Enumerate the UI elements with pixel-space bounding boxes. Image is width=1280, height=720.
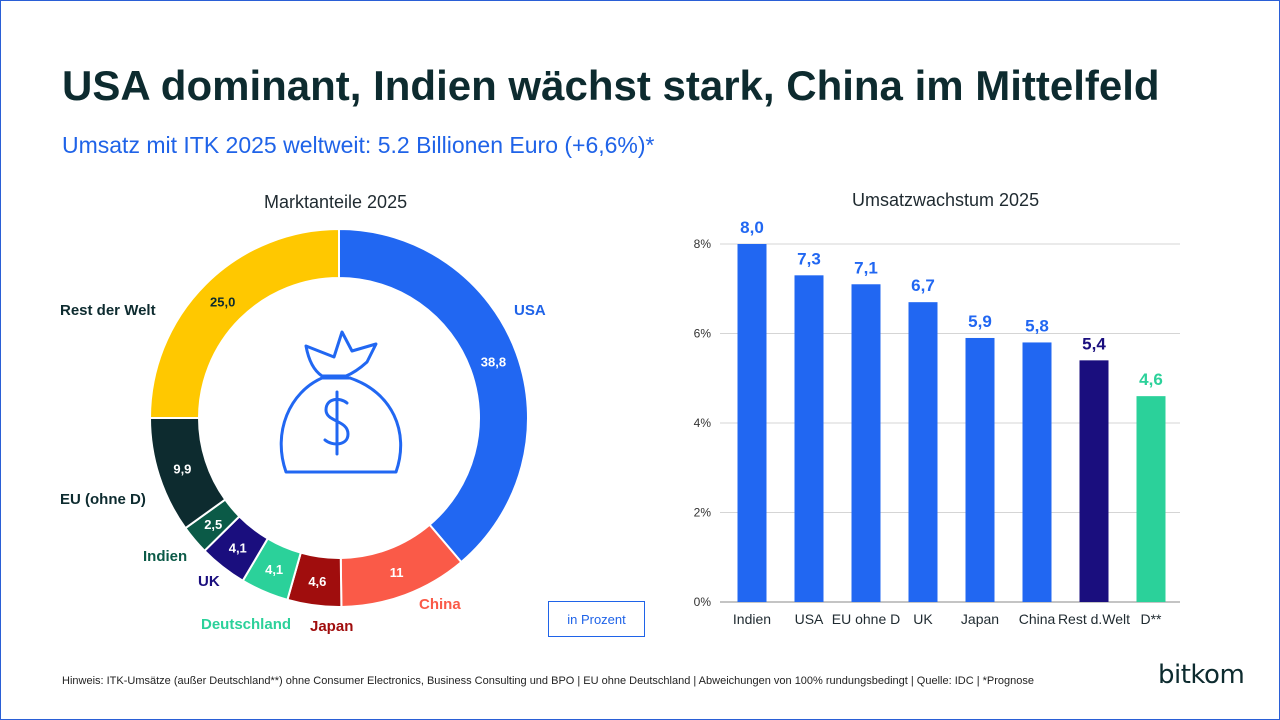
bar-value-label-china: 5,8 [1025, 316, 1049, 335]
donut-value-label-eu-ohne-d: 9,9 [173, 461, 191, 476]
bar-value-label-rest-d-welt: 5,4 [1082, 334, 1106, 353]
bar-value-label-japan: 5,9 [968, 312, 992, 331]
donut-value-label-uk: 4,1 [229, 541, 247, 556]
y-tick-label: 0% [694, 595, 712, 609]
bar-indien [737, 244, 767, 602]
bar-eu-ohne-d [851, 284, 881, 602]
donut-category-label-eu-ohne-d: EU (ohne D) [60, 491, 146, 508]
bar-value-label-eu-ohne-d: 7,1 [854, 258, 878, 277]
x-tick-label-japan: Japan [961, 611, 999, 627]
bar-value-label-usa: 7,3 [797, 249, 821, 268]
money-bag-dollar-icon [279, 330, 403, 474]
bar-japan [965, 337, 995, 602]
y-tick-label: 4% [694, 416, 712, 430]
bar-chart-title: Umsatzwachstum 2025 [852, 190, 1040, 210]
y-tick-label: 2% [694, 506, 712, 520]
page-title: USA dominant, Indien wächst stark, China… [62, 62, 1160, 109]
unit-badge: in Prozent [548, 601, 645, 637]
y-tick-label: 8% [694, 237, 712, 251]
brand-logo: bitkom [1158, 660, 1245, 690]
x-tick-label-eu-ohne-d: EU ohne D [832, 611, 900, 627]
bar-uk [908, 302, 938, 602]
bar-value-label-uk: 6,7 [911, 276, 935, 295]
y-tick-label: 6% [694, 327, 712, 341]
donut-value-label-china: 11 [390, 565, 404, 580]
x-tick-label-uk: UK [913, 611, 933, 627]
donut-value-label-rest-der-welt: 25,0 [210, 295, 235, 310]
footnote: Hinweis: ITK-Umsätze (außer Deutschland*… [62, 675, 1035, 687]
donut-category-label-japan: Japan [310, 618, 353, 635]
bar-usa [794, 275, 824, 602]
donut-slice-usa [338, 227, 529, 564]
donut-slice-rest-der-welt [148, 227, 340, 419]
x-tick-label-indien: Indien [733, 611, 771, 627]
donut-chart-title: Marktanteile 2025 [264, 192, 408, 212]
donut-value-label-japan: 4,6 [308, 574, 326, 589]
x-tick-label-rest-d-welt: Rest d.Welt [1058, 611, 1130, 627]
donut-category-label-deutschland: Deutschland [201, 616, 291, 633]
x-tick-label-d: D** [1140, 611, 1162, 627]
donut-chart: 38,8 USA 11 China 4,6 Japan 4,1 Deutschland 4,1 U… [60, 227, 546, 635]
bar-value-label-d: 4,6 [1139, 370, 1163, 389]
x-tick-label-usa: USA [795, 611, 824, 627]
page-subtitle: Umsatz mit ITK 2025 weltweit: 5.2 Billio… [62, 132, 655, 158]
donut-category-label-indien: Indien [143, 548, 187, 565]
donut-value-label-indien: 2,5 [204, 517, 222, 532]
bar-value-label-indien: 8,0 [740, 218, 764, 237]
x-tick-label-china: China [1019, 611, 1056, 627]
donut-category-label-usa: USA [514, 302, 546, 319]
donut-category-label-uk: UK [198, 573, 220, 590]
bar-d [1136, 396, 1166, 602]
donut-value-label-deutschland: 4,1 [265, 562, 283, 577]
bar-chart: 8,0 Indien 7,3 USA 7,1 EU ohne D 6,7 UK 5,9 Japan… [733, 218, 1166, 627]
donut-category-label-rest-der-welt: Rest der Welt [60, 302, 156, 319]
donut-category-label-china: China [419, 596, 461, 613]
bar-rest-d-welt [1079, 360, 1109, 602]
donut-value-label-usa: 38,8 [481, 354, 506, 369]
bar-china [1022, 342, 1052, 602]
